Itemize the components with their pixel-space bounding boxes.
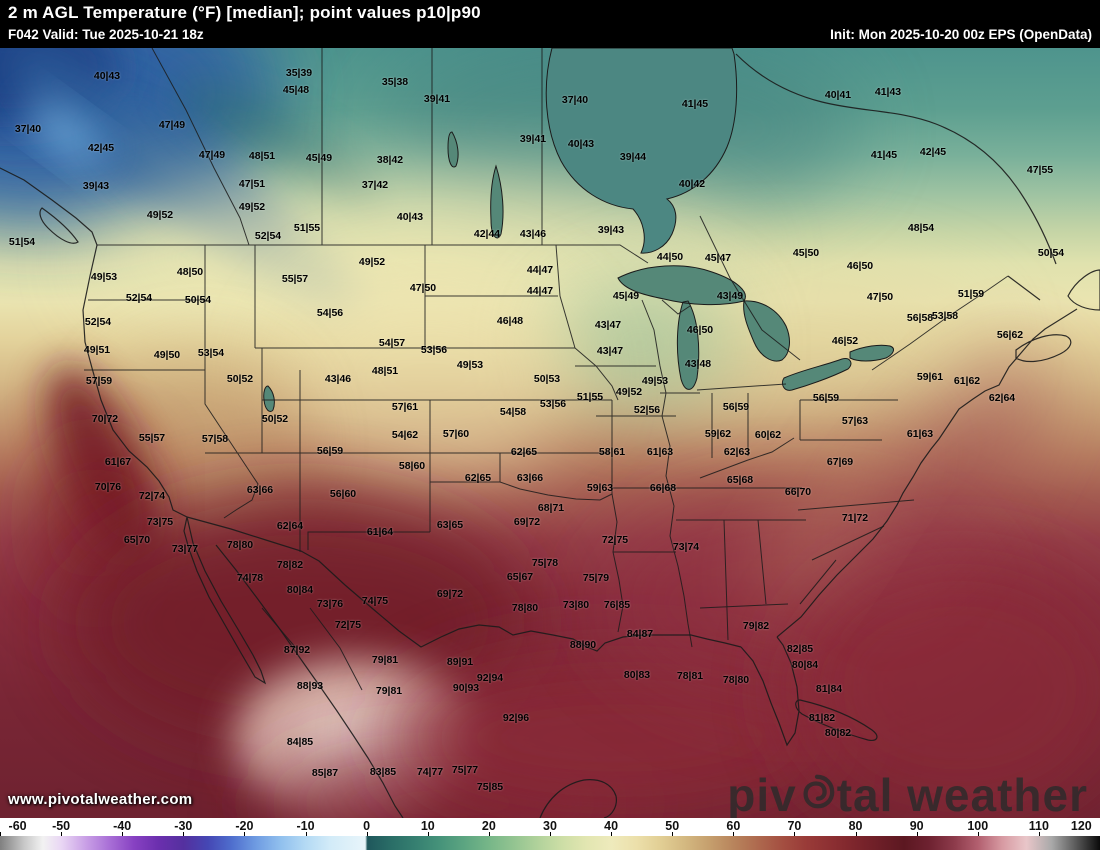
colorbar-tick-label: -10 bbox=[296, 819, 315, 833]
colorbar-tick-mark bbox=[550, 832, 551, 836]
colorbar-tick-label: -60 bbox=[8, 819, 27, 833]
colorbar-tick-label: 20 bbox=[481, 819, 496, 833]
colorbar-tick-mark bbox=[61, 832, 63, 836]
colorbar-tick-label: 10 bbox=[420, 819, 435, 833]
colorbar-tick-mark bbox=[794, 832, 796, 836]
temperature-field bbox=[0, 48, 1100, 818]
valid-time-text: F042 Valid: Tue 2025-10-21 18z bbox=[8, 27, 204, 42]
colorbar-tick-label: 100 bbox=[967, 819, 989, 833]
colorbar-tick-mark bbox=[122, 832, 124, 836]
colorbar-labels: -60 -50 -40 -30 -20 -10 0 10 20 30 40 50 60 70 80 90 100… bbox=[0, 818, 1100, 836]
colorbar-tick-mark bbox=[183, 832, 185, 836]
colorbar-tick-mark bbox=[1038, 832, 1040, 836]
colorbar-tick-mark bbox=[244, 832, 246, 836]
brand-watermark: piv tal weather bbox=[727, 772, 1088, 818]
watermark-url: www.pivotalweather.com bbox=[8, 791, 193, 808]
brand-text-left: piv bbox=[727, 769, 797, 818]
colorbar-tick-label: 50 bbox=[665, 819, 680, 833]
colorbar-tick-mark bbox=[0, 832, 1, 836]
colorbar-tick-label: 120 bbox=[1070, 819, 1092, 833]
colorbar-tick-label: 70 bbox=[787, 819, 802, 833]
colorbar-tick-label: -40 bbox=[113, 819, 132, 833]
init-time-text: Init: Mon 2025-10-20 00z EPS (OpenData) bbox=[830, 27, 1092, 42]
header-bar: 2 m AGL Temperature (°F) [median]; point… bbox=[0, 0, 1100, 48]
colorbar-tick-mark bbox=[488, 832, 490, 836]
colorbar-tick-label: 110 bbox=[1028, 819, 1049, 833]
map-title: 2 m AGL Temperature (°F) [median]; point… bbox=[8, 3, 481, 22]
colorbar-strip bbox=[0, 836, 1100, 850]
colorbar-tick-mark bbox=[977, 832, 979, 836]
colorbar-tick-mark bbox=[916, 832, 918, 836]
colorbar-tick-mark bbox=[672, 832, 674, 836]
coastlines bbox=[0, 53, 1100, 818]
hurricane-swirl-icon bbox=[803, 774, 835, 809]
colorbar-tick-label: 80 bbox=[848, 819, 863, 833]
colorbar-tick-mark bbox=[855, 832, 857, 836]
colorbar-tick-mark bbox=[427, 832, 429, 836]
colorbar-tick-mark bbox=[733, 832, 735, 836]
colorbar-tick-label: 0 bbox=[363, 819, 371, 833]
colorbar-tick-mark bbox=[305, 832, 307, 836]
colorbar-tick-label: -50 bbox=[52, 819, 71, 833]
political-borders bbox=[84, 48, 1009, 691]
brand-text-right: tal weather bbox=[836, 769, 1088, 818]
colorbar-tick-label: -20 bbox=[235, 819, 254, 833]
colorbar-tick-label: 90 bbox=[909, 819, 924, 833]
colorbar-tick-label: -30 bbox=[174, 819, 193, 833]
colorbar-tick-mark bbox=[366, 832, 368, 836]
colorbar-tick-label: 60 bbox=[726, 819, 741, 833]
colorbar-tick-mark bbox=[611, 832, 613, 836]
weather-map[interactable]: 40|43 35|39 35|38 39|41 37|40 41|45 40|41 41|43… bbox=[0, 48, 1100, 818]
colorbar-tick-label: 40 bbox=[604, 819, 619, 833]
colorbar-tick-label: 30 bbox=[543, 819, 557, 833]
